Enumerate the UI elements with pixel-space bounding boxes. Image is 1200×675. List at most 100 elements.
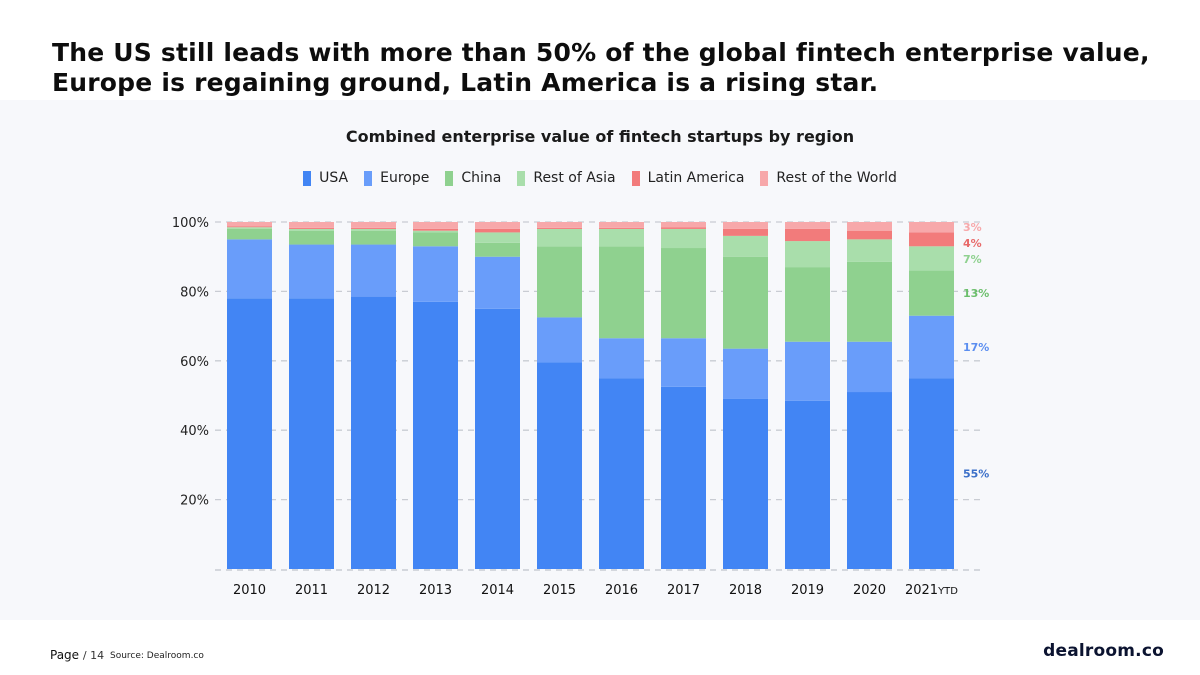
x-tick-label: 2012 bbox=[357, 583, 390, 598]
x-tick-year: 2016 bbox=[605, 583, 638, 598]
x-tick-year: 2019 bbox=[791, 583, 824, 598]
x-tick-label: 2018 bbox=[729, 583, 762, 598]
bar-china-2015 bbox=[537, 246, 582, 318]
bar-usa-2011 bbox=[289, 298, 334, 569]
data-label-usa: 55% bbox=[963, 468, 989, 481]
bar-europe-2020 bbox=[847, 341, 892, 393]
legend-item-rest-of-the-world: Rest of the World bbox=[760, 170, 897, 186]
bar-rest-of-asia-2020 bbox=[847, 239, 892, 262]
bar-europe-2010 bbox=[227, 239, 272, 299]
bar-usa-2013 bbox=[413, 301, 458, 569]
legend-item-latin-america: Latin America bbox=[631, 170, 744, 186]
bar-usa-2020 bbox=[847, 392, 892, 569]
x-tick-year: 2011 bbox=[295, 583, 328, 598]
bar-rest-of-asia-2018 bbox=[723, 235, 768, 257]
x-tick-year: 2010 bbox=[233, 583, 266, 598]
headline: The US still leads with more than 50% of… bbox=[52, 38, 1150, 97]
x-tick-suffix: YTD bbox=[937, 586, 958, 597]
x-tick-year: 2021 bbox=[905, 583, 938, 598]
bar-china-2011 bbox=[289, 230, 334, 245]
legend-swatch bbox=[517, 170, 526, 186]
data-label-rest-of-asia: 7% bbox=[963, 253, 982, 266]
bar-europe-2013 bbox=[413, 246, 458, 302]
bar-latin-america-2011 bbox=[289, 227, 334, 229]
bar-rest-of-asia-2010 bbox=[227, 227, 272, 229]
bar-china-2014 bbox=[475, 242, 520, 257]
bar-usa-2021 bbox=[909, 378, 954, 569]
bar-europe-2011 bbox=[289, 244, 334, 299]
x-tick-label: 2016 bbox=[605, 583, 638, 598]
x-tick-year: 2018 bbox=[729, 583, 762, 598]
bar-usa-2010 bbox=[227, 298, 272, 569]
bar-latin-america-2016 bbox=[599, 227, 644, 229]
bar-rest-of-the-world-2010 bbox=[227, 222, 272, 227]
y-tick-label: 40% bbox=[180, 424, 209, 439]
bar-china-2012 bbox=[351, 230, 396, 245]
bar-china-2016 bbox=[599, 246, 644, 339]
bar-latin-america-2014 bbox=[475, 228, 520, 233]
bar-europe-2017 bbox=[661, 338, 706, 387]
bar-europe-2012 bbox=[351, 244, 396, 297]
bar-rest-of-asia-2013 bbox=[413, 230, 458, 233]
x-tick-label: 2021YTD bbox=[905, 583, 958, 598]
legend-item-rest-of-asia: Rest of Asia bbox=[517, 170, 616, 186]
x-tick-year: 2014 bbox=[481, 583, 514, 598]
bar-latin-america-2018 bbox=[723, 228, 768, 236]
bar-china-2019 bbox=[785, 267, 830, 342]
x-tick-label: 2019 bbox=[791, 583, 824, 598]
bar-rest-of-asia-2015 bbox=[537, 228, 582, 247]
bar-rest-of-the-world-2016 bbox=[599, 222, 644, 228]
bar-rest-of-the-world-2014 bbox=[475, 222, 520, 229]
bar-europe-2014 bbox=[475, 256, 520, 309]
x-tick-label: 2010 bbox=[233, 583, 266, 598]
bar-china-2020 bbox=[847, 261, 892, 342]
legend-label: Europe bbox=[380, 170, 430, 186]
bar-china-2010 bbox=[227, 228, 272, 240]
bar-china-2013 bbox=[413, 232, 458, 247]
bar-usa-2019 bbox=[785, 400, 830, 569]
bar-usa-2015 bbox=[537, 362, 582, 569]
data-label-rest-of-the-world: 3% bbox=[963, 221, 982, 234]
legend-swatch bbox=[445, 170, 454, 186]
bar-rest-of-asia-2012 bbox=[351, 228, 396, 231]
bar-rest-of-the-world-2019 bbox=[785, 222, 830, 229]
page-number: Page / 14 bbox=[50, 648, 104, 662]
bar-europe-2015 bbox=[537, 317, 582, 363]
bar-rest-of-asia-2019 bbox=[785, 241, 830, 268]
bar-rest-of-asia-2014 bbox=[475, 232, 520, 243]
data-label-europe: 17% bbox=[963, 341, 989, 354]
bar-usa-2018 bbox=[723, 398, 768, 569]
legend-swatch bbox=[631, 170, 640, 186]
y-tick-label: 60% bbox=[180, 355, 209, 370]
chart-title: Combined enterprise value of fintech sta… bbox=[345, 127, 855, 146]
bar-rest-of-the-world-2020 bbox=[847, 222, 892, 231]
y-tick-label: 100% bbox=[172, 216, 209, 231]
bar-latin-america-2015 bbox=[537, 227, 582, 229]
bar-rest-of-the-world-2013 bbox=[413, 222, 458, 229]
legend-swatch bbox=[364, 170, 373, 186]
x-tick-label: 2013 bbox=[419, 583, 452, 598]
x-tick-year: 2015 bbox=[543, 583, 576, 598]
bar-latin-america-2021 bbox=[909, 232, 954, 247]
bar-rest-of-the-world-2017 bbox=[661, 222, 706, 228]
x-tick-year: 2013 bbox=[419, 583, 452, 598]
legend-swatch bbox=[303, 170, 312, 186]
legend-item-china: China bbox=[445, 170, 501, 186]
bar-rest-of-the-world-2021 bbox=[909, 222, 954, 233]
bar-rest-of-the-world-2012 bbox=[351, 222, 396, 228]
x-tick-year: 2012 bbox=[357, 583, 390, 598]
x-tick-label: 2014 bbox=[481, 583, 514, 598]
bar-rest-of-asia-2011 bbox=[289, 228, 334, 231]
bar-latin-america-2019 bbox=[785, 228, 830, 242]
legend-label: China bbox=[461, 170, 502, 186]
bar-china-2021 bbox=[909, 270, 954, 316]
x-tick-label: 2015 bbox=[543, 583, 576, 598]
x-tick-label: 2020 bbox=[853, 583, 886, 598]
legend-item-europe: Europe bbox=[364, 170, 429, 186]
chart-legend: USA Europe China Rest of Asia Latin America R… bbox=[0, 170, 1200, 186]
bar-latin-america-2020 bbox=[847, 230, 892, 240]
bar-rest-of-asia-2016 bbox=[599, 228, 644, 247]
source-note: Source: Dealroom.co bbox=[110, 651, 204, 661]
bar-rest-of-asia-2017 bbox=[661, 228, 706, 249]
